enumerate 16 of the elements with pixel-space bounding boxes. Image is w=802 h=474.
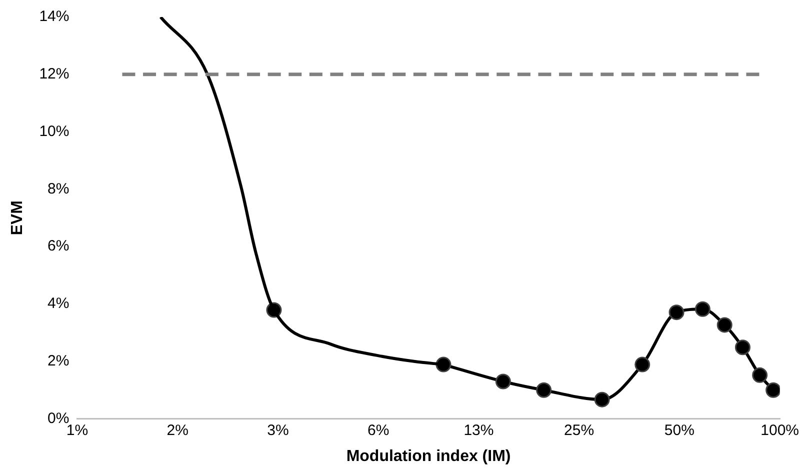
y-tick-label: 8% (48, 180, 70, 198)
x-tick-label: 13% (464, 422, 494, 439)
y-tick-label: 6% (48, 238, 70, 255)
y-tick-label: 2% (48, 352, 70, 370)
y-tick-label: 4% (48, 295, 70, 312)
y-tick-label: 10% (39, 122, 70, 140)
y-axis-title: EVM (9, 200, 26, 236)
x-tick-label: 25% (564, 422, 594, 439)
x-tick-label: 2% (166, 422, 188, 439)
x-axis-title: Modulation index (IM) (346, 448, 511, 465)
x-tick-label: 3% (267, 422, 289, 439)
y-tick-label: 14% (39, 8, 70, 26)
x-tick-label: 50% (664, 422, 694, 439)
x-tick-label: 6% (367, 422, 390, 439)
x-tick-label: 100% (760, 422, 800, 439)
y-tick-label: 12% (39, 66, 70, 83)
